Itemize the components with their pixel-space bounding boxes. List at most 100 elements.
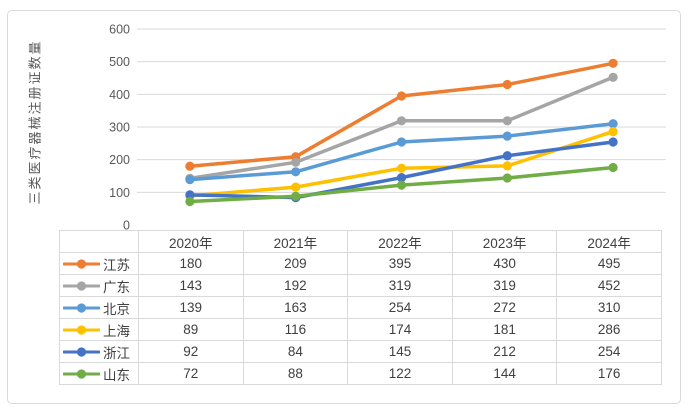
value-cell: 430	[451, 252, 558, 275]
series-legend-key: 广东	[61, 276, 138, 296]
data-point-3	[608, 127, 618, 137]
value-cell: 181	[451, 318, 558, 341]
table-header-row: 2020年 2021年 2022年 2023年 2024年	[59, 230, 662, 253]
data-point-2	[502, 131, 512, 141]
y-tick-label: 0	[123, 219, 130, 233]
data-point-5	[396, 180, 407, 190]
series-name: 上海	[103, 323, 130, 339]
value-cell: 495	[556, 252, 662, 275]
value-cell: 116	[242, 318, 349, 341]
series-row-0: 江苏 180 209 395 430 495	[59, 252, 662, 275]
series-row-5: 山东 72 88 122 144 176	[59, 362, 662, 385]
year-header-cell: 2023年	[451, 230, 558, 253]
series-name: 山东	[103, 367, 130, 383]
y-tick-label: 300	[109, 121, 130, 135]
value-cell: 395	[347, 252, 453, 275]
data-point-3	[291, 182, 301, 192]
data-point-5	[608, 162, 618, 173]
data-point-5	[502, 173, 512, 183]
value-cell: 209	[242, 252, 349, 275]
series-row-4: 浙江 92 84 145 212 254	[59, 340, 662, 363]
data-point-0	[608, 58, 618, 68]
value-cell: 319	[451, 274, 558, 297]
value-cell: 122	[347, 362, 453, 385]
data-point-0	[396, 91, 407, 101]
value-cell: 254	[556, 340, 662, 363]
value-cell: 452	[556, 274, 662, 297]
value-cell: 212	[451, 340, 558, 363]
data-point-5	[291, 191, 301, 201]
year-header-cell: 2020年	[138, 230, 244, 253]
y-tick-label: 600	[109, 23, 130, 37]
value-cell: 163	[242, 296, 349, 319]
data-point-1	[502, 116, 512, 126]
data-table-region: 2020年 2021年 2022年 2023年 2024年江苏 180 209 395 430 4…	[59, 230, 662, 385]
data-point-4	[396, 173, 407, 183]
data-point-4	[185, 190, 195, 200]
y-tick-label: 400	[109, 88, 130, 102]
value-cell: 88	[242, 362, 349, 385]
data-point-1	[396, 116, 407, 126]
data-point-0	[502, 79, 512, 90]
series-legend-cell: 上海	[59, 318, 139, 341]
value-cell: 192	[242, 274, 349, 297]
value-cell: 310	[556, 296, 662, 319]
data-table: 2020年 2021年 2022年 2023年 2024年江苏 180 209 395 430 4…	[59, 230, 662, 385]
value-cell: 174	[347, 318, 453, 341]
series-marker-icon	[63, 346, 100, 357]
data-point-1	[608, 72, 618, 82]
data-point-3	[396, 163, 407, 173]
series-marker-icon	[63, 324, 100, 335]
series-name: 江苏	[103, 257, 130, 273]
value-cell: 254	[347, 296, 453, 319]
value-cell: 286	[556, 318, 662, 341]
series-row-1: 广东 143 192 319 319 452	[59, 274, 662, 297]
series-marker-icon	[63, 368, 100, 379]
series-legend-cell: 北京	[59, 296, 139, 319]
value-cell: 176	[556, 362, 662, 385]
value-cell: 272	[451, 296, 558, 319]
data-point-4	[608, 137, 618, 147]
data-point-2	[608, 119, 618, 129]
series-row-2: 北京 139 163 254 272 310	[59, 296, 662, 319]
series-name: 广东	[103, 279, 130, 295]
series-legend-cell: 广东	[59, 274, 139, 297]
series-legend-key: 浙江	[61, 342, 138, 362]
data-point-0	[185, 161, 195, 171]
value-cell: 89	[138, 318, 244, 341]
value-cell: 143	[138, 274, 244, 297]
data-point-3	[502, 161, 512, 171]
series-row-3: 上海 89 116 174 181 286	[59, 318, 662, 341]
series-marker-icon	[63, 258, 100, 269]
value-cell: 139	[138, 296, 244, 319]
series-name: 浙江	[103, 345, 130, 361]
data-point-1	[291, 157, 301, 167]
series-legend-key: 江苏	[61, 254, 138, 274]
series-legend-key: 北京	[61, 298, 138, 318]
series-marker-icon	[63, 280, 100, 291]
series-legend-key: 上海	[61, 320, 138, 340]
series-name: 北京	[103, 301, 130, 317]
value-cell: 72	[138, 362, 244, 385]
value-cell: 92	[138, 340, 244, 363]
value-cell: 144	[451, 362, 558, 385]
year-header-cell: 2022年	[347, 230, 453, 253]
series-legend-cell: 山东	[59, 362, 139, 385]
series-legend-cell: 江苏	[59, 252, 139, 275]
series-legend-cell: 浙江	[59, 340, 139, 363]
value-cell: 319	[347, 274, 453, 297]
table-corner-cell	[59, 230, 139, 253]
year-header-cell: 2024年	[556, 230, 662, 253]
data-point-2	[396, 137, 407, 147]
y-tick-label: 100	[109, 186, 130, 200]
data-point-2	[185, 175, 195, 185]
data-point-5	[185, 196, 195, 207]
y-tick-label: 500	[109, 55, 130, 69]
value-cell: 180	[138, 252, 244, 275]
value-cell: 145	[347, 340, 453, 363]
data-point-4	[502, 151, 512, 161]
value-cell: 84	[242, 340, 349, 363]
series-legend-key: 山东	[61, 364, 138, 384]
